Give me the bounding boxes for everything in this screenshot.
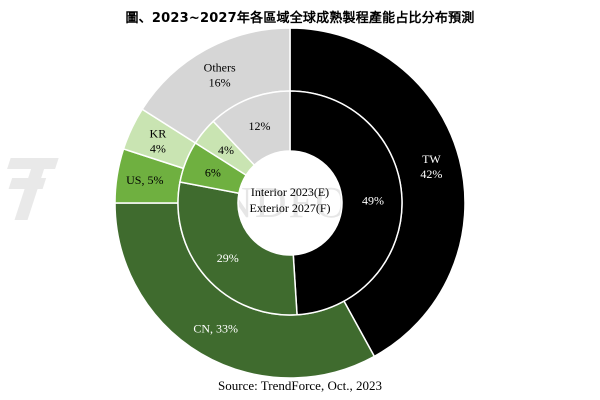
slice-labels: 49% 29% 6% 4% 12% TW 42% CN, 33% US, 5% KR 4% Other…: [126, 61, 442, 336]
data-label-exterior-tw: TW 42%: [420, 152, 442, 181]
inner-ring-2023: [177, 90, 403, 316]
slice-interior-others: [212, 90, 291, 167]
slice-interior-tw: [289, 90, 403, 316]
data-label-interior-tw: 49%: [362, 193, 384, 207]
slice-interior-cn: [177, 181, 298, 316]
chart-title: 圖、2023~2027年各區域全球成熟製程產能占比分布預測: [125, 11, 475, 26]
data-label-interior-us: 6%: [205, 165, 221, 179]
center-label-exterior: Exterior 2027(F): [250, 201, 331, 215]
data-label-exterior-us: US, 5%: [126, 173, 163, 187]
data-label-exterior-cn: CN, 33%: [193, 322, 238, 336]
data-label-interior-kr: 4%: [218, 143, 234, 157]
data-label-exterior-kr: KR 4%: [150, 126, 167, 155]
data-label-interior-others: 12%: [248, 119, 270, 133]
watermark-logo-stem: [14, 158, 48, 220]
data-label-interior-cn: 29%: [217, 251, 239, 265]
source-note: Source: TrendForce, Oct., 2023: [218, 378, 382, 393]
center-label-interior: Interior 2023(E): [251, 185, 329, 199]
data-label-exterior-others: Others 16%: [204, 61, 236, 90]
